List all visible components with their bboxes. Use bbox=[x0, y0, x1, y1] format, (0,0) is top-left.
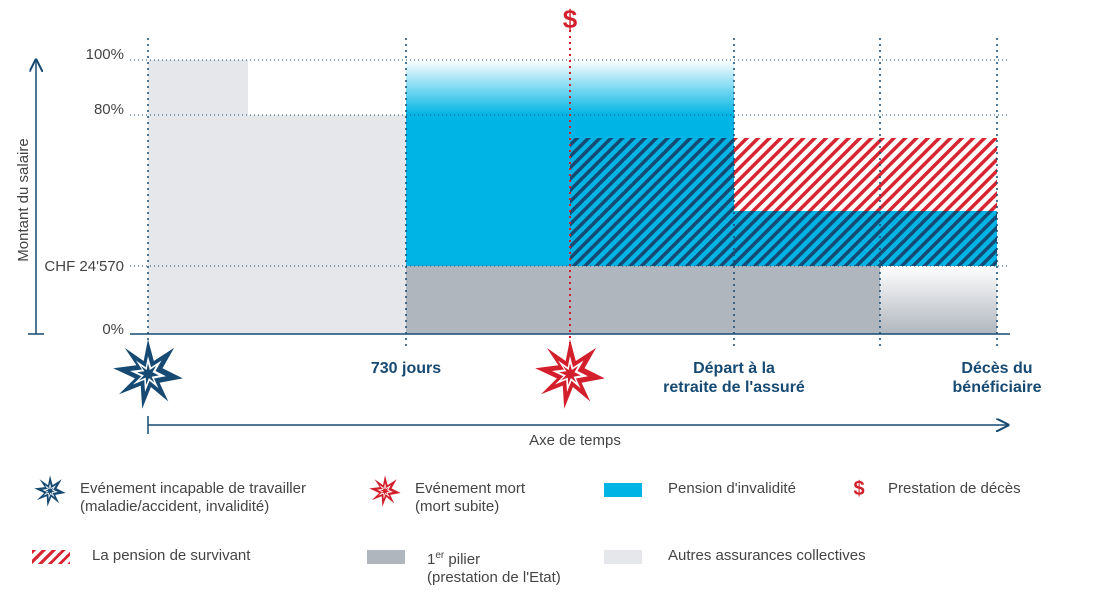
legend-pilier-word: pilier bbox=[444, 551, 481, 568]
survivant-area-red bbox=[734, 138, 997, 211]
legend-pilier-num: 1 bbox=[427, 551, 436, 568]
label-deces-2: bénéficiaire bbox=[953, 379, 1042, 396]
autres-assurances-area bbox=[248, 115, 406, 334]
autres-assurances-area-high bbox=[148, 60, 248, 334]
legend-mort-star-icon bbox=[369, 475, 401, 507]
pilier-area bbox=[406, 266, 880, 334]
incapable-event-icon-core bbox=[137, 363, 159, 385]
legend-autres-label: Autres assurances collectives bbox=[668, 547, 866, 564]
y-axis-title: Montant du salaire bbox=[15, 138, 32, 261]
legend-deces: $ Prestation de décès bbox=[840, 478, 1021, 500]
legend-pilier-sup: er bbox=[435, 550, 445, 561]
legend-invalidite-swatch bbox=[604, 483, 642, 497]
dollar-marker-icon: $ bbox=[563, 4, 578, 34]
y-tick-80: 80% bbox=[94, 101, 124, 118]
label-retraite-1: Départ à la bbox=[693, 360, 775, 377]
label-retraite-2: retraite de l'assuré bbox=[663, 379, 805, 396]
legend-pilier-line1: 1er pilier bbox=[427, 547, 561, 569]
legend-mort-line2: (mort subite) bbox=[415, 498, 500, 515]
invalidite-area bbox=[406, 115, 570, 266]
legend-survivant: La pension de survivant bbox=[32, 547, 250, 565]
legend-deces-label: Prestation de décès bbox=[888, 480, 1021, 497]
legend-incapable-star-icon bbox=[34, 475, 66, 507]
invalidite-area-top bbox=[570, 115, 734, 138]
legend-incapable: Evénement incapable de travailler (malad… bbox=[30, 475, 306, 516]
legend-pilier: 1er pilier (prestation de l'Etat) bbox=[367, 547, 561, 587]
legend-mort: Evénement mort (mort subite) bbox=[365, 475, 526, 516]
legend-autres-swatch bbox=[604, 550, 642, 564]
legend-survivant-swatch bbox=[32, 550, 70, 564]
legend-survivant-label: La pension de survivant bbox=[92, 547, 251, 564]
pilier-area-fading bbox=[880, 266, 997, 334]
invalidite-fade bbox=[406, 60, 734, 115]
legend-pilier-line2: (prestation de l'Etat) bbox=[427, 569, 561, 586]
legend-incapable-line1: Evénement incapable de travailler bbox=[80, 480, 306, 497]
survivant-area bbox=[570, 138, 734, 266]
legend-autres: Autres assurances collectives bbox=[604, 547, 866, 565]
legend-invalidite: Pension d'invalidité bbox=[604, 480, 796, 498]
legend-invalidite-label: Pension d'invalidité bbox=[668, 480, 796, 497]
legend-pilier-swatch bbox=[367, 550, 405, 564]
label-730-jours: 730 jours bbox=[371, 360, 441, 377]
survivant-area-blue bbox=[734, 211, 997, 266]
y-tick-100: 100% bbox=[86, 46, 124, 63]
legend-dollar-icon: $ bbox=[853, 478, 865, 500]
diagram: Montant du salaire 100% 80% CHF 24'570 0… bbox=[15, 4, 1042, 449]
y-tick-chf: CHF 24'570 bbox=[44, 258, 124, 275]
legend-incapable-line2: (maladie/accident, invalidité) bbox=[80, 498, 270, 515]
label-deces-1: Décès du bbox=[961, 360, 1032, 377]
y-tick-0: 0% bbox=[102, 321, 124, 338]
x-axis-title: Axe de temps bbox=[529, 432, 621, 449]
legend-mort-line1: Evénement mort bbox=[415, 480, 526, 497]
